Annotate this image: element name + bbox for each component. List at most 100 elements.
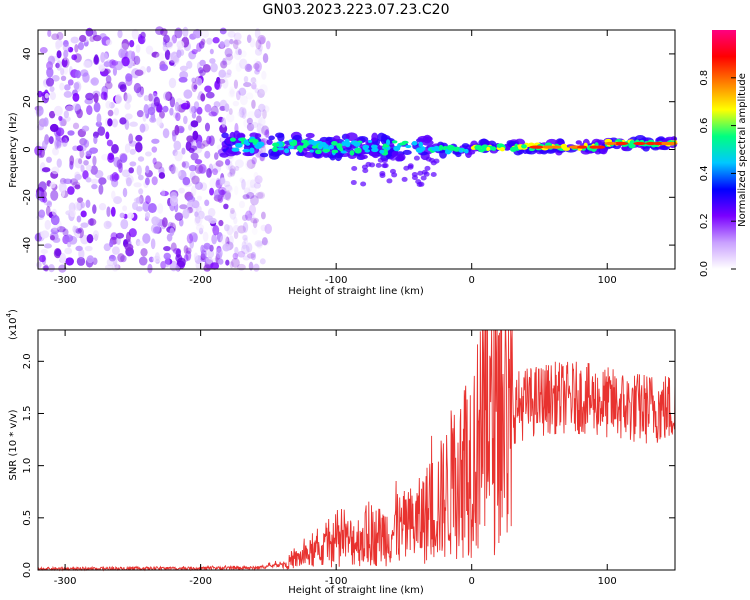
- heatmap-cell: [315, 149, 322, 155]
- heatmap-cell: [227, 30, 236, 38]
- heatmap-cell: [351, 165, 358, 171]
- heatmap-cell: [216, 232, 223, 243]
- heatmap-cell: [85, 177, 92, 183]
- heatmap-cell: [413, 155, 420, 161]
- heatmap-cell: [104, 81, 113, 90]
- heatmap-cell: [246, 253, 256, 259]
- heatmap-cell: [238, 200, 246, 209]
- heatmap-cell: [230, 207, 235, 215]
- heatmap-cell: [225, 53, 234, 61]
- heatmap-cell: [354, 147, 362, 154]
- heatmap-cell: [243, 237, 249, 245]
- heatmap-cell: [262, 53, 269, 64]
- heatmap-cell: [69, 178, 79, 186]
- heatmap-cell: [113, 256, 118, 267]
- heatmap-cell: [62, 43, 70, 52]
- heatmap-cell: [145, 177, 150, 186]
- heatmap-cell: [119, 212, 125, 219]
- heatmap-cell: [151, 176, 158, 186]
- heatmap-cell: [262, 109, 267, 119]
- heatmap-cell: [129, 148, 136, 155]
- heatmap-cell: [47, 29, 52, 38]
- heatmap-cell: [159, 110, 165, 119]
- heatmap-cell: [65, 104, 74, 112]
- heatmap-cell: [38, 254, 46, 263]
- heatmap-cell: [182, 26, 189, 38]
- heatmap-cell: [92, 230, 100, 241]
- heatmap-cell: [145, 165, 150, 174]
- heatmap-cell: [193, 84, 198, 90]
- heatmap-cell: [224, 184, 233, 192]
- heatmap-cell: [200, 182, 208, 191]
- heatmap-cell: [420, 146, 426, 151]
- heatmap-cell: [133, 82, 142, 94]
- heatmap-cell: [43, 264, 49, 272]
- heatmap-cell: [174, 101, 180, 112]
- heatmap-cell: [152, 157, 157, 165]
- heatmap-cell: [145, 45, 154, 55]
- heatmap-cell: [47, 55, 56, 65]
- heatmap-cell: [51, 166, 60, 175]
- heatmap-cell: [225, 112, 235, 123]
- heatmap-cell: [179, 127, 185, 133]
- heatmap-cell: [204, 85, 212, 93]
- heatmap-cell: [67, 186, 75, 195]
- heatmap-cell: [367, 139, 373, 144]
- heatmap-cell: [63, 110, 70, 119]
- snr-y-axis-label: SNR (10 * v/v): [8, 409, 19, 480]
- heatmap-cell: [205, 256, 213, 265]
- heatmap-cell: [309, 149, 314, 153]
- heatmap-cell: [48, 110, 56, 119]
- heatmap-cell: [186, 196, 196, 203]
- heatmap-cell: [176, 257, 186, 268]
- heatmap-cell: [59, 252, 67, 264]
- heatmap-cell: [249, 179, 256, 189]
- heatmap-cell: [133, 182, 142, 188]
- heatmap-cell: [201, 29, 210, 39]
- heatmap-cell: [250, 195, 259, 206]
- heatmap-cell: [534, 145, 544, 149]
- heatmap-cell: [168, 52, 178, 63]
- heatmap-cell: [108, 254, 116, 262]
- heatmap-cell: [261, 70, 267, 80]
- heatmap-cell: [119, 153, 128, 163]
- heatmap-cell: [111, 118, 119, 128]
- heatmap-cell: [87, 218, 97, 226]
- heatmap-cell: [67, 46, 74, 53]
- snr-frame: [37, 329, 676, 571]
- heatmap-cell: [83, 60, 92, 68]
- heatmap-cell: [430, 160, 437, 166]
- heatmap-cell: [393, 145, 401, 152]
- heatmap-cell: [111, 60, 119, 66]
- heatmap-cell: [55, 62, 60, 69]
- heatmap-cell: [119, 117, 127, 125]
- heatmap-cell: [386, 178, 393, 184]
- heatmap-cell: [287, 145, 295, 150]
- heatmap-cell: [105, 39, 113, 46]
- heatmap-cell: [205, 91, 215, 99]
- heatmap-cell: [103, 61, 111, 68]
- heatmap-cell: [225, 259, 230, 266]
- heatmap-cell: [140, 247, 148, 257]
- heatmap-cell: [215, 247, 223, 259]
- heatmap-cell: [43, 243, 52, 249]
- heatmap-cell: [411, 175, 418, 181]
- heatmap-cell: [243, 75, 249, 83]
- heatmap-cell: [254, 240, 264, 247]
- heatmap-cell: [107, 109, 114, 117]
- heatmap-cell: [200, 93, 206, 102]
- heatmap-cell: [191, 200, 200, 209]
- snr-x-axis-label: Height of straight line (km): [288, 585, 424, 596]
- heatmap-cell: [268, 135, 275, 141]
- heatmap-cell: [237, 225, 246, 234]
- heatmap-cell: [172, 248, 182, 255]
- heatmap-cell: [151, 216, 160, 226]
- heatmap-cell: [67, 79, 74, 86]
- heatmap-cell: [128, 228, 137, 238]
- heatmap-cell: [239, 177, 244, 183]
- heatmap-cell: [258, 103, 266, 112]
- heatmap-cell: [391, 140, 398, 144]
- heatmap-cell: [305, 132, 315, 139]
- heatmap-cell: [407, 163, 414, 169]
- heatmap-cell: [98, 203, 107, 211]
